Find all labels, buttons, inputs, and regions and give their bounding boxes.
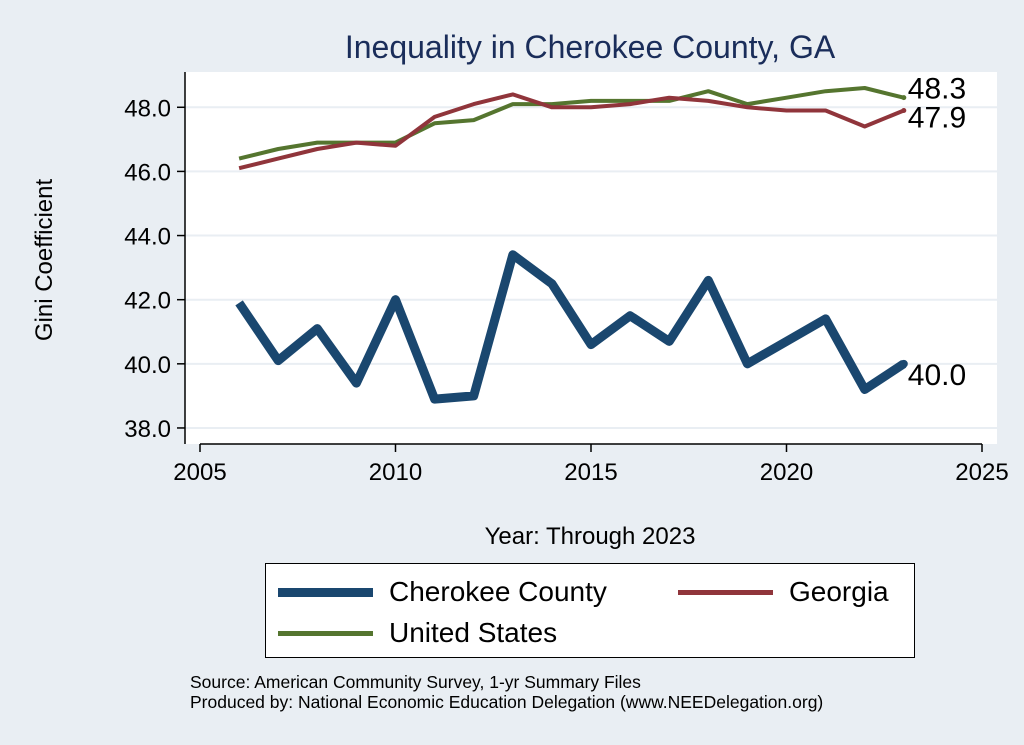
y-tick-label: 38.0 bbox=[124, 416, 171, 443]
series-line-georgia bbox=[238, 92, 905, 171]
legend-swatch-georgia bbox=[678, 589, 773, 595]
end-point-marker bbox=[901, 107, 907, 113]
legend-swatch-cherokee bbox=[278, 587, 373, 597]
end-label-united-states: 48.3 bbox=[908, 73, 966, 106]
end-point-marker bbox=[901, 95, 907, 101]
chart-title: Inequality in Cherokee County, GA bbox=[345, 29, 836, 65]
y-tick-label: 46.0 bbox=[124, 159, 171, 186]
plot-area bbox=[185, 72, 997, 444]
x-tick-label: 2020 bbox=[760, 459, 813, 486]
y-tick-label: 44.0 bbox=[124, 224, 171, 251]
x-tick-label: 2015 bbox=[564, 459, 617, 486]
x-axis-label: Year: Through 2023 bbox=[485, 523, 696, 550]
y-axis-label: Gini Coefficient bbox=[31, 179, 58, 342]
end-labels: 40.0 47.948.3 bbox=[908, 73, 966, 392]
series-line-cherokee-county bbox=[235, 250, 907, 404]
legend-label-united-states: United States bbox=[389, 617, 558, 648]
y-tick-label: 40.0 bbox=[124, 352, 171, 379]
end-label-cherokee-county: 40.0 bbox=[908, 359, 966, 392]
produced-by-line: Produced by: National Economic Education… bbox=[190, 692, 824, 712]
legend-label-cherokee: Cherokee County bbox=[389, 576, 607, 607]
y-tick-label: 42.0 bbox=[124, 288, 171, 315]
x-tick-label: 2005 bbox=[173, 459, 226, 486]
end-label-georgia: 47.9 bbox=[908, 101, 966, 134]
legend-item-georgia: Georgia bbox=[678, 576, 889, 608]
source-line: Source: American Community Survey, 1-yr … bbox=[190, 672, 641, 692]
source-note: Source: American Community Survey, 1-yr … bbox=[190, 672, 823, 712]
end-point-marker bbox=[899, 359, 908, 368]
series-lines bbox=[235, 86, 908, 404]
legend-swatch-united-states bbox=[278, 630, 373, 636]
legend-item-united-states: United States bbox=[278, 617, 557, 649]
x-tick-label: 2025 bbox=[955, 459, 1008, 486]
y-tick-label: 48.0 bbox=[124, 95, 171, 122]
legend: Cherokee County Georgia United States bbox=[265, 563, 915, 658]
x-tick-label: 2010 bbox=[369, 459, 422, 486]
legend-label-georgia: Georgia bbox=[789, 576, 889, 607]
legend-item-cherokee: Cherokee County bbox=[278, 576, 607, 608]
axes: 38.0 40.0 42.0 44.0 46.0 48.0 2005 2010 2015 2020… bbox=[124, 72, 1009, 486]
